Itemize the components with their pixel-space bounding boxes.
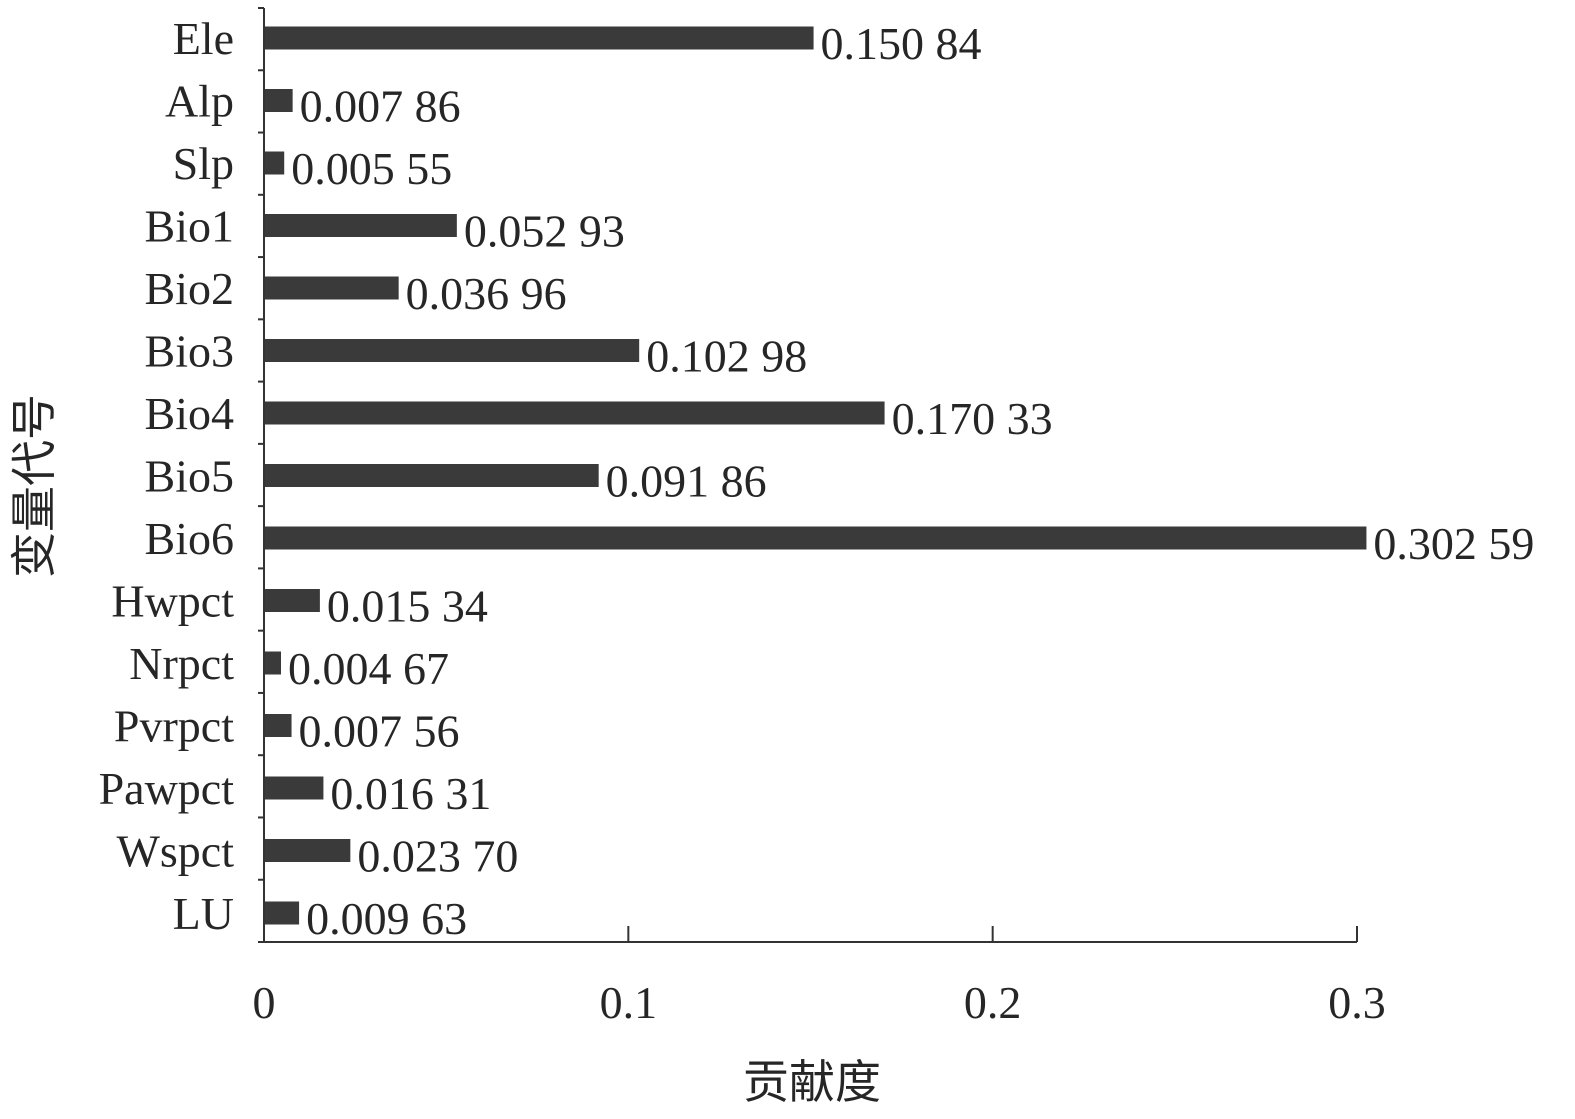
- value-label: 0.036 96: [406, 268, 567, 319]
- category-label: Hwpct: [111, 576, 234, 627]
- x-tick-label: 0.3: [1328, 977, 1386, 1028]
- value-label: 0.023 70: [357, 831, 518, 882]
- category-label: Nrpct: [129, 638, 234, 689]
- bar-pvrpct: [265, 714, 292, 737]
- bars: [265, 26, 1367, 925]
- value-label: 0.007 56: [299, 706, 460, 757]
- bar-wspct: [265, 839, 351, 862]
- x-axis-title: 贡献度: [743, 1057, 881, 1108]
- x-tick-label: 0.2: [964, 977, 1022, 1028]
- category-label: Pvrpct: [114, 701, 234, 752]
- value-label: 0.052 93: [464, 206, 625, 257]
- value-label: 0.016 31: [330, 768, 491, 819]
- category-label: Pawpct: [99, 763, 235, 814]
- bar-bio6: [265, 526, 1367, 550]
- category-label: Alp: [165, 76, 234, 127]
- bar-hwpct: [265, 589, 320, 612]
- category-label: Bio5: [145, 451, 234, 502]
- labels: Ele 0.150 84 Alp 0.007 86 Slp 0.005 55 Bio1 0.0…: [99, 13, 1535, 944]
- category-label: Bio3: [145, 326, 234, 377]
- category-label: Bio6: [145, 513, 234, 564]
- value-label: 0.302 59: [1373, 518, 1534, 569]
- value-label: 0.009 63: [306, 893, 467, 944]
- value-label: 0.091 86: [606, 456, 767, 507]
- axes: 0 0.1 0.2 0.3: [253, 7, 1386, 1028]
- bar-bio1: [265, 214, 457, 237]
- bar-bio3: [265, 339, 640, 362]
- bar-nrpct: [265, 651, 282, 675]
- value-label: 0.005 55: [291, 143, 452, 194]
- bar-bio4: [265, 401, 885, 425]
- category-label: Slp: [173, 138, 234, 189]
- value-label: 0.007 86: [300, 81, 461, 132]
- category-label: Bio2: [145, 263, 234, 314]
- bar-pawpct: [265, 776, 324, 800]
- x-tick-label: 0.1: [600, 977, 658, 1028]
- category-label: Wspct: [116, 826, 234, 877]
- value-label: 0.170 33: [892, 393, 1053, 444]
- category-label: Bio4: [145, 388, 234, 439]
- bar-ele: [265, 26, 814, 50]
- category-label: Bio1: [145, 201, 234, 252]
- bar-lu: [265, 901, 300, 925]
- bar-slp: [265, 151, 285, 175]
- bar-alp: [265, 89, 293, 112]
- y-axis-title: 变量代号: [9, 394, 60, 578]
- x-tick-label: 0: [253, 977, 276, 1028]
- bar-bio2: [265, 276, 399, 300]
- value-label: 0.150 84: [821, 18, 982, 69]
- category-label: Ele: [173, 13, 234, 64]
- category-label: LU: [173, 888, 234, 939]
- value-label: 0.015 34: [327, 581, 488, 632]
- value-label: 0.102 98: [646, 331, 807, 382]
- bar-bio5: [265, 464, 599, 487]
- value-label: 0.004 67: [288, 643, 449, 694]
